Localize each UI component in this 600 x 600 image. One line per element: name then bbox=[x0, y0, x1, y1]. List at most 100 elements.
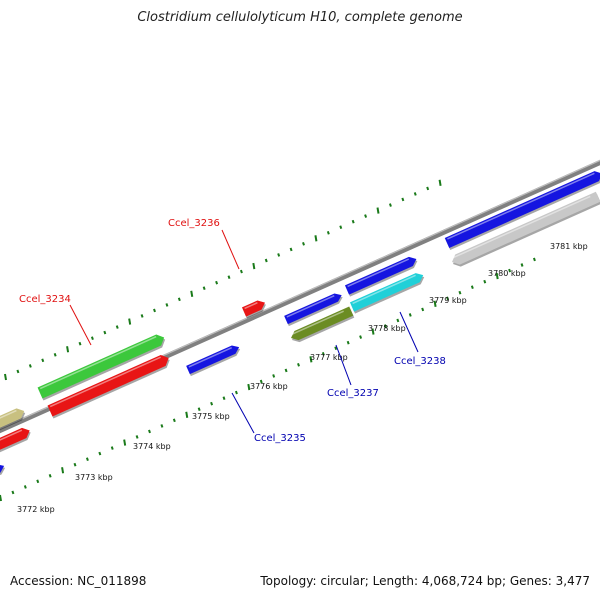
tick-label-3775: 3775 kbp bbox=[192, 412, 230, 421]
major-tick bbox=[252, 262, 256, 270]
genome-summary-text: Topology: circular; Length: 4,068,724 bp… bbox=[260, 574, 590, 588]
major-tick bbox=[371, 328, 375, 335]
major-tick bbox=[376, 207, 380, 214]
minor-tick bbox=[302, 242, 305, 246]
gene-ccel-3236[interactable] bbox=[241, 300, 265, 317]
minor-tick bbox=[234, 390, 238, 395]
minor-tick bbox=[520, 263, 524, 267]
minor-tick bbox=[202, 286, 206, 291]
tick-label-3774: 3774 kbp bbox=[133, 442, 171, 451]
minor-tick bbox=[426, 186, 430, 191]
tick-label-3781: 3781 kbp bbox=[550, 242, 588, 251]
minor-tick bbox=[177, 297, 181, 302]
minor-tick bbox=[421, 307, 425, 312]
feature-blue-upper[interactable] bbox=[344, 256, 417, 295]
minor-tick bbox=[359, 335, 363, 339]
minor-tick bbox=[289, 247, 293, 252]
feature-gray-long[interactable] bbox=[452, 191, 600, 265]
minor-tick bbox=[339, 225, 343, 230]
minor-tick bbox=[215, 280, 219, 285]
minor-tick bbox=[36, 479, 40, 484]
minor-tick bbox=[172, 418, 176, 423]
tick-label-3777: 3777 kbp bbox=[310, 353, 348, 362]
minor-tick bbox=[135, 435, 139, 439]
gene-ccel-3237-blue[interactable] bbox=[284, 293, 342, 325]
minor-tick bbox=[446, 296, 449, 301]
minor-tick bbox=[396, 318, 400, 323]
gene-ccel-3234[interactable] bbox=[37, 334, 165, 399]
minor-tick bbox=[297, 363, 300, 367]
major-tick bbox=[128, 318, 132, 325]
minor-tick bbox=[140, 314, 144, 318]
major-tick bbox=[433, 300, 437, 307]
gene-ccel-3236-highlight bbox=[244, 302, 258, 310]
minor-tick bbox=[326, 230, 330, 235]
major-tick bbox=[185, 411, 189, 418]
minor-tick bbox=[408, 313, 412, 317]
major-tick bbox=[314, 235, 318, 242]
major-tick bbox=[438, 179, 442, 186]
minor-tick bbox=[78, 341, 82, 346]
minor-tick bbox=[284, 368, 288, 373]
leader-line-ccel-3237 bbox=[335, 344, 352, 386]
major-tick bbox=[0, 494, 2, 502]
gene-label-ccel-3234[interactable]: Ccel_3234 bbox=[19, 294, 71, 305]
leader-line-ccel-3234 bbox=[69, 304, 92, 346]
minor-tick bbox=[165, 303, 169, 307]
minor-tick bbox=[23, 485, 27, 489]
gene-label-ccel-3236[interactable]: Ccel_3236 bbox=[168, 218, 220, 229]
feature-blue-long-highlight bbox=[447, 172, 595, 240]
minor-tick bbox=[259, 379, 263, 384]
gene-label-ccel-3237[interactable]: Ccel_3237 bbox=[327, 388, 379, 399]
gene-label-ccel-3238[interactable]: Ccel_3238 bbox=[394, 356, 446, 367]
feature-blue-upper-highlight bbox=[347, 258, 410, 288]
minor-tick bbox=[508, 268, 512, 273]
feature-khaki[interactable] bbox=[0, 408, 25, 429]
tick-label-3778: 3778 kbp bbox=[368, 324, 406, 333]
gene-ccel-3237[interactable] bbox=[291, 306, 354, 341]
minor-tick bbox=[153, 308, 156, 313]
tick-label-3776: 3776 kbp bbox=[250, 382, 288, 391]
minor-tick bbox=[53, 352, 57, 357]
gene-ccel-3237-highlight bbox=[291, 310, 344, 336]
minor-tick bbox=[483, 279, 487, 284]
minor-tick bbox=[383, 324, 387, 328]
feature-blue-edge[interactable] bbox=[0, 464, 5, 474]
major-tick bbox=[61, 467, 65, 474]
minor-tick bbox=[532, 257, 536, 262]
minor-tick bbox=[11, 490, 15, 495]
minor-tick bbox=[98, 451, 102, 456]
minor-tick bbox=[458, 290, 462, 295]
minor-tick bbox=[227, 275, 231, 279]
feature-track bbox=[0, 171, 600, 476]
minor-tick bbox=[321, 351, 325, 356]
minor-tick bbox=[103, 330, 107, 335]
gene-ccel-3238[interactable] bbox=[349, 273, 424, 312]
minor-tick bbox=[48, 473, 52, 478]
map-title: Clostridium cellulolyticum H10, complete… bbox=[137, 10, 463, 25]
tick-label-3772: 3772 kbp bbox=[17, 505, 55, 514]
gene-ccel-3234-highlight bbox=[39, 336, 157, 390]
feature-khaki-highlight bbox=[0, 409, 17, 419]
gene-ccel-3235[interactable] bbox=[186, 345, 240, 375]
minor-tick bbox=[85, 457, 89, 461]
tick-tracks bbox=[0, 179, 536, 502]
feature-blue-long[interactable] bbox=[444, 171, 600, 249]
minor-tick bbox=[388, 203, 392, 207]
minor-tick bbox=[264, 258, 268, 263]
minor-tick bbox=[272, 374, 276, 378]
minor-tick bbox=[160, 424, 164, 428]
minor-tick bbox=[401, 197, 405, 202]
minor-tick bbox=[90, 336, 94, 340]
gene-label-ccel-3235[interactable]: Ccel_3235 bbox=[254, 433, 306, 444]
tick-label-3780: 3780 kbp bbox=[488, 269, 526, 278]
minor-tick bbox=[115, 325, 119, 329]
minor-tick bbox=[351, 219, 355, 224]
major-tick bbox=[495, 272, 499, 280]
tick-label-3779: 3779 kbp bbox=[429, 296, 467, 305]
minor-tick bbox=[346, 340, 350, 345]
feature-red-long[interactable] bbox=[47, 354, 169, 417]
feature-red-left[interactable] bbox=[0, 427, 30, 451]
major-tick bbox=[309, 356, 313, 363]
